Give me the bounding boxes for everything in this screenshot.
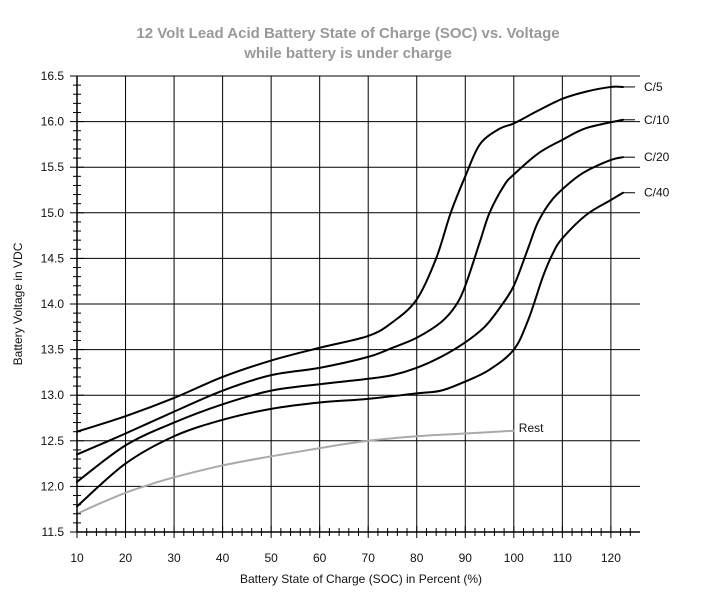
y-tick-label: 13.0 [41,388,65,402]
axes [70,75,640,538]
series-label-c-20: C/20 [644,150,670,164]
series-line-c-5 [76,85,625,433]
x-tick-label: 50 [264,551,278,565]
series-group: C/5 C/10 C/20 C/40 Rest [76,80,670,515]
y-tick-label: 11.5 [42,525,65,539]
x-tick-label: 60 [313,551,327,565]
y-tick-label: 12.0 [41,479,65,493]
y-tick-label: 16.0 [41,115,65,129]
y-tick-label: 15.0 [41,206,65,220]
series-label-c-40: C/40 [644,186,670,200]
chart-title-line-1: 12 Volt Lead Acid Battery State of Charg… [136,25,559,42]
x-tick-label: 20 [119,551,133,565]
series-label-c-10: C/10 [644,113,670,127]
y-tick-label: 16.5 [41,69,65,83]
series-label-rest: Rest [519,421,544,435]
x-tick-label: 90 [459,551,473,565]
series-line-c-20 [76,156,625,483]
x-tick-label: 10 [70,551,84,565]
y-tick-label: 12.5 [41,434,65,448]
series-line-c-40 [76,191,625,508]
chart-title-line-2: while battery is under charge [243,45,452,62]
y-tick-label: 14.5 [41,251,65,265]
series-line-rest [76,429,515,515]
series-label-c-5: C/5 [644,80,663,94]
y-tick-label: 15.5 [41,160,65,174]
y-tick-label: 14.0 [41,297,65,311]
series-line-c-10 [76,118,625,456]
x-axis-label: Battery State of Charge (SOC) in Percent… [240,572,482,586]
x-tick-label: 100 [504,551,524,565]
x-tick-label: 30 [167,551,181,565]
x-tick-label: 110 [553,551,572,565]
x-tick-label: 80 [410,551,424,565]
x-tick-label: 40 [216,551,230,565]
y-tick-label: 13.5 [41,343,65,357]
y-axis-label: Battery Voltage in VDC [11,242,25,365]
x-tick-label: 120 [601,551,621,565]
x-tick-label: 70 [362,551,376,565]
tick-labels: 10 20 30 40 50 60 70 80 90 100 110 120 11.5 12.0 12.5 1… [41,69,622,565]
